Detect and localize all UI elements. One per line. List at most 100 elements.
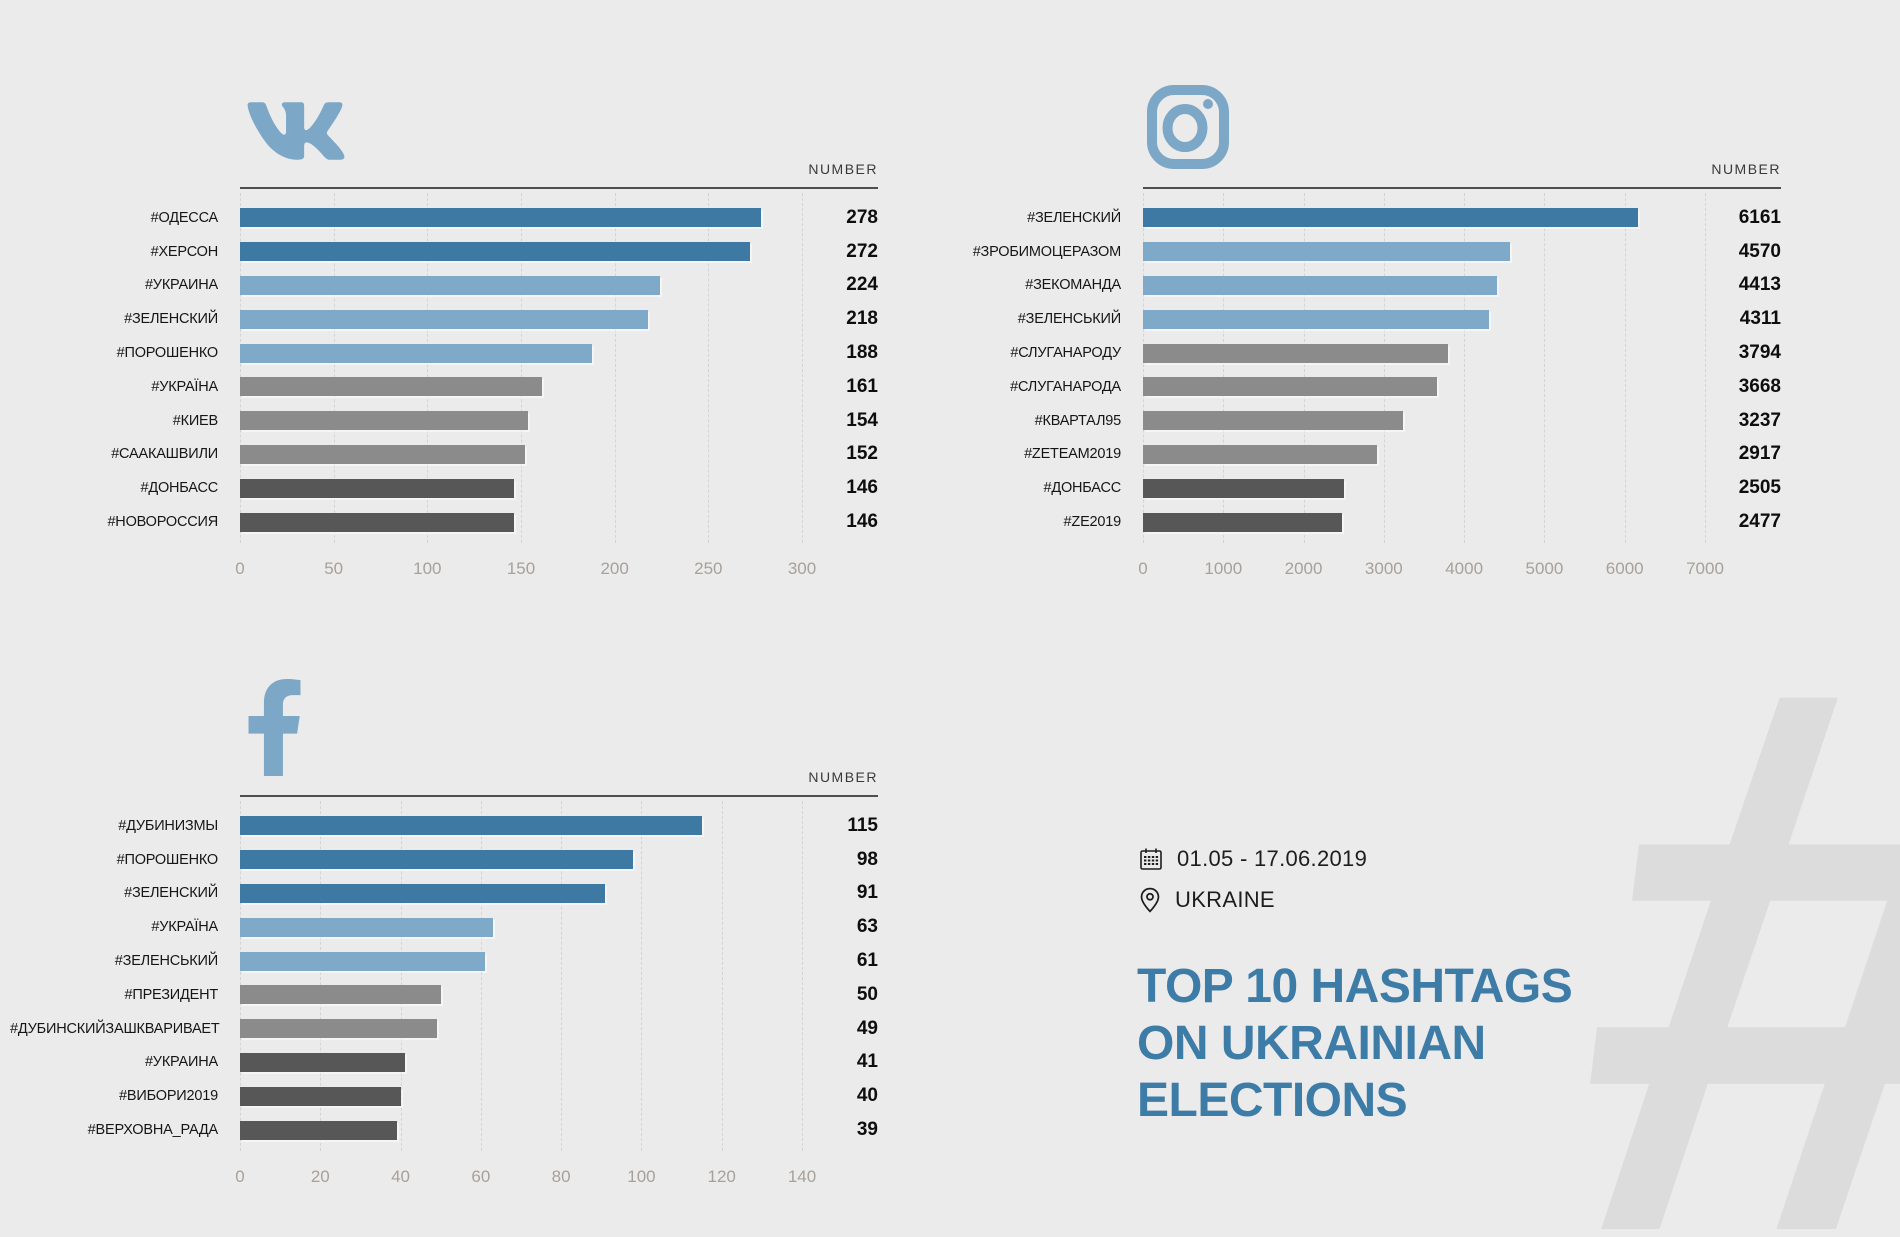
gridline bbox=[240, 193, 241, 543]
bar-row: #СЛУГАНАРОДУ 3794 bbox=[913, 336, 1793, 370]
title-line-2: ON UKRAINIAN bbox=[1137, 1017, 1486, 1071]
bar-track bbox=[240, 883, 802, 903]
value-label: 146 bbox=[846, 511, 878, 533]
value-label: 61 bbox=[856, 950, 878, 972]
value-bar bbox=[1143, 275, 1498, 295]
x-axis-tick-label: 60 bbox=[471, 1167, 491, 1186]
value-label: 3237 bbox=[1738, 409, 1781, 431]
value-label: 49 bbox=[856, 1017, 878, 1039]
value-bar bbox=[1143, 512, 1342, 532]
hashtag-label: #СЛУГАНАРОДА bbox=[1010, 378, 1121, 395]
hashtag-label: #УКРАЇНА bbox=[151, 919, 218, 936]
x-axis-tick-label: 100 bbox=[413, 559, 442, 578]
infographic-title: TOP 10 HASHTAGS ON UKRAINIAN ELECTIONS bbox=[1137, 958, 1637, 1129]
value-label: 154 bbox=[846, 409, 878, 431]
value-label: 161 bbox=[846, 375, 878, 397]
instagram-logo-icon bbox=[1147, 85, 1229, 174]
bar-row: #ВЕРХОВНА_РАДА 39 bbox=[10, 1113, 890, 1147]
gridline bbox=[1544, 193, 1546, 543]
hashtag-label: #ДОНБАСС bbox=[140, 480, 218, 497]
hashtag-label: #НОВОРОССИЯ bbox=[107, 514, 218, 531]
bar-row: #СЛУГАНАРОДА 3668 bbox=[913, 370, 1793, 404]
bar-row: #УКРАИНА 41 bbox=[10, 1046, 890, 1080]
value-bar bbox=[240, 883, 606, 903]
bar-row: #КИЕВ 154 bbox=[10, 404, 890, 438]
gridline bbox=[1303, 193, 1305, 543]
value-label: 40 bbox=[856, 1085, 878, 1107]
bar-track bbox=[240, 444, 802, 464]
hashtag-label: #ZE2019 bbox=[1063, 514, 1122, 531]
bar-row: #ПРЕЗИДЕНТ 50 bbox=[10, 978, 890, 1012]
value-label: 91 bbox=[856, 882, 878, 904]
bar-track bbox=[240, 816, 802, 836]
x-axis-tick-label: 120 bbox=[707, 1167, 736, 1186]
hashtag-label: #ЗЕЛЕНСЬКИЙ bbox=[1017, 311, 1121, 328]
value-label: 41 bbox=[856, 1051, 878, 1073]
number-column-header: NUMBER bbox=[1711, 161, 1781, 177]
x-axis-tick-label: 40 bbox=[391, 1167, 411, 1186]
value-bar bbox=[240, 1052, 405, 1072]
hashtag-label: #ДУБИНИЗМЫ bbox=[118, 817, 218, 834]
calendar-icon bbox=[1140, 848, 1162, 870]
chart-axis: 0 1000 2000 3000 4000 5000 6000 7000 bbox=[1138, 559, 1724, 581]
hashtag-label: #ЗЕЛЕНСКИЙ bbox=[124, 311, 218, 328]
value-bar bbox=[1143, 444, 1378, 464]
value-label: 224 bbox=[846, 274, 878, 296]
bar-row: #КВАРТАЛ95 3237 bbox=[913, 404, 1793, 438]
x-axis-tick-label: 0 bbox=[235, 1167, 245, 1186]
bar-track bbox=[240, 411, 802, 431]
bar-row: #ЗЕЛЕНСКИЙ 6161 bbox=[913, 201, 1793, 235]
bar-track bbox=[1143, 275, 1705, 295]
chart-rows: #ОДЕССА 278 #ХЕРСОН 272 #УКРАИНА 224 #ЗЕЛЕНСКИ… bbox=[10, 193, 890, 543]
gridline bbox=[561, 801, 563, 1151]
value-label: 4311 bbox=[1739, 308, 1781, 330]
value-bar bbox=[240, 444, 525, 464]
gridline bbox=[521, 193, 522, 543]
x-axis-tick-label: 6000 bbox=[1605, 559, 1644, 578]
hashtag-label: #СЛУГАНАРОДУ bbox=[1010, 345, 1121, 362]
number-column-header: NUMBER bbox=[808, 769, 878, 785]
x-axis-tick-label: 100 bbox=[627, 1167, 656, 1186]
gridline bbox=[1705, 193, 1706, 543]
value-label: 2477 bbox=[1738, 511, 1781, 533]
bar-track bbox=[240, 1019, 802, 1039]
value-bar bbox=[240, 309, 649, 329]
hashtag-label: #ВИБОРИ2019 bbox=[119, 1088, 218, 1105]
bar-track bbox=[240, 1086, 802, 1106]
hashtag-label: #СААКАШВИЛИ bbox=[111, 446, 218, 463]
bar-track bbox=[1143, 343, 1705, 363]
header-divider bbox=[240, 795, 878, 797]
value-label: 115 bbox=[847, 814, 878, 836]
hashtag-label: #ПРЕЗИДЕНТ bbox=[124, 986, 218, 1003]
bar-track bbox=[1143, 377, 1705, 397]
gridline bbox=[708, 193, 710, 543]
value-bar bbox=[240, 242, 750, 262]
value-label: 6161 bbox=[1738, 206, 1781, 228]
bar-row: #ДУБИНСКИЙЗАШКВАРИВАЕТ 49 bbox=[10, 1012, 890, 1046]
value-bar bbox=[240, 411, 529, 431]
value-label: 2917 bbox=[1738, 443, 1781, 465]
x-axis-tick-label: 20 bbox=[310, 1167, 330, 1186]
value-label: 3794 bbox=[1738, 342, 1781, 364]
bar-row: #ПОРОШЕНКО 188 bbox=[10, 336, 890, 370]
gridline bbox=[240, 801, 241, 1151]
bar-row: #ХЕРСОН 272 bbox=[10, 235, 890, 269]
value-label: 2505 bbox=[1738, 477, 1781, 499]
gridline bbox=[1223, 193, 1225, 543]
hashtag-label: #ВЕРХОВНА_РАДА bbox=[87, 1122, 219, 1139]
bar-track bbox=[240, 1120, 802, 1140]
bar-track bbox=[240, 917, 802, 937]
value-label: 4413 bbox=[1738, 274, 1781, 296]
gridline bbox=[1143, 193, 1144, 543]
bar-track bbox=[240, 951, 802, 971]
date-range-text: 01.05 - 17.06.2019 bbox=[1177, 846, 1368, 871]
value-bar bbox=[240, 1120, 397, 1140]
value-label: 98 bbox=[856, 848, 878, 870]
x-axis-tick-label: 7000 bbox=[1686, 559, 1724, 578]
bar-row: #УКРАЇНА 63 bbox=[10, 910, 890, 944]
value-bar bbox=[240, 512, 514, 532]
x-axis-tick-label: 80 bbox=[551, 1167, 571, 1186]
bar-track bbox=[1143, 478, 1705, 498]
value-bar bbox=[1143, 478, 1345, 498]
bar-track bbox=[240, 208, 802, 228]
